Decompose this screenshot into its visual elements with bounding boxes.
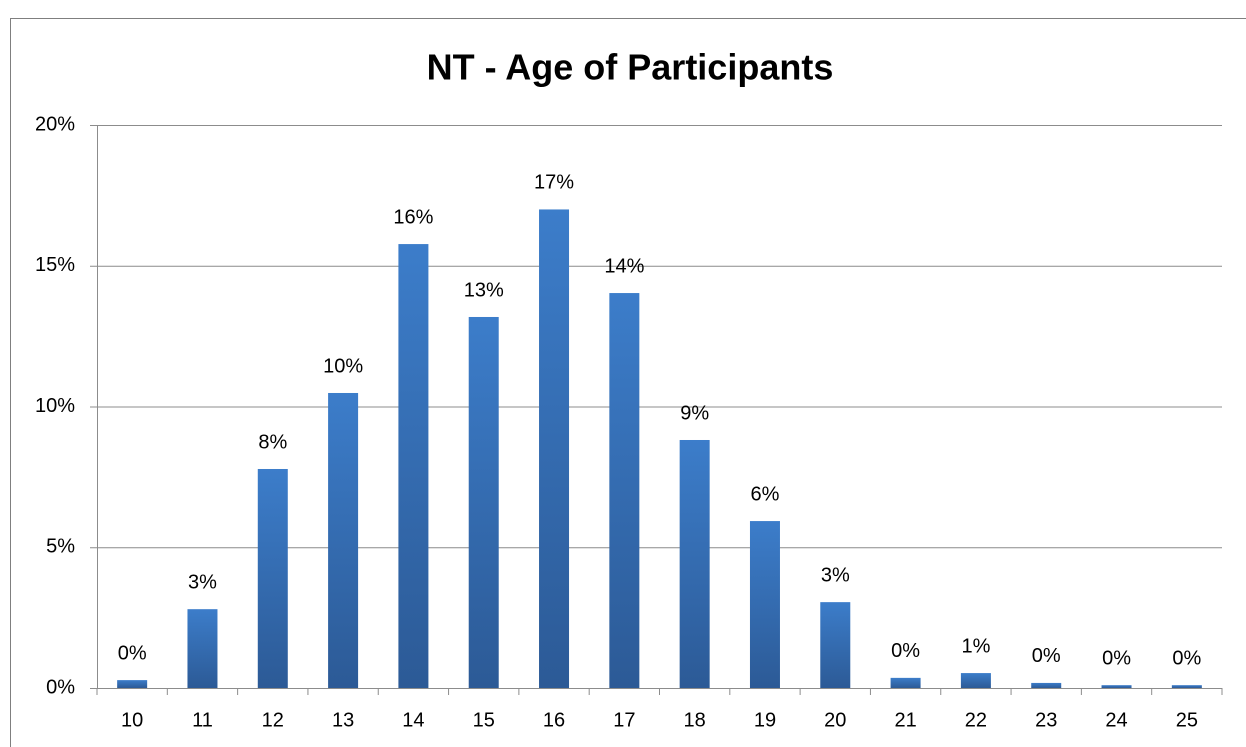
data-label: 6%	[751, 483, 780, 505]
bar	[1031, 682, 1062, 688]
y-tick-label: 0%	[46, 676, 75, 698]
bar	[398, 244, 429, 688]
bar	[890, 677, 921, 688]
data-label: 9%	[680, 402, 709, 424]
x-tick-label: 18	[684, 709, 706, 731]
x-tick-label: 10	[121, 709, 143, 731]
x-tick-label: 24	[1105, 709, 1127, 731]
bar	[960, 673, 991, 688]
data-label: 13%	[464, 279, 504, 301]
chart-title: NT - Age of Participants	[427, 47, 834, 88]
bar	[1101, 685, 1132, 688]
data-label: 17%	[534, 172, 574, 194]
data-label: 8%	[258, 431, 287, 453]
x-tick-label: 14	[402, 709, 424, 731]
data-label: 0%	[1032, 645, 1061, 667]
x-tick-label: 21	[894, 709, 916, 731]
data-label: 0%	[1102, 647, 1131, 669]
x-tick-label: 23	[1035, 709, 1057, 731]
bar	[187, 609, 218, 688]
bar	[749, 521, 780, 688]
x-tick-label: 25	[1176, 709, 1198, 731]
bar	[820, 602, 851, 688]
y-tick-label: 15%	[35, 254, 75, 276]
y-tick-label: 20%	[35, 113, 75, 135]
y-tick-label: 5%	[46, 536, 75, 558]
x-tick-label: 11	[192, 709, 213, 731]
bar	[539, 209, 570, 688]
data-label: 0%	[118, 642, 147, 664]
x-tick-label: 17	[613, 709, 635, 731]
data-label: 10%	[323, 355, 363, 377]
bar	[328, 392, 359, 688]
data-label: 0%	[1172, 647, 1201, 669]
y-tick-label: 10%	[35, 395, 75, 417]
data-label: 14%	[604, 255, 644, 277]
x-tick-label: 15	[473, 709, 495, 731]
data-label: 3%	[821, 564, 850, 586]
bar	[679, 439, 710, 688]
x-tick-label: 22	[965, 709, 987, 731]
x-tick-label: 19	[754, 709, 776, 731]
bar	[468, 316, 499, 688]
x-tick-label: 20	[824, 709, 846, 731]
x-tick-label: 12	[262, 709, 284, 731]
bar	[257, 468, 288, 688]
x-tick-label: 16	[543, 709, 565, 731]
x-tick-label: 13	[332, 709, 354, 731]
bar	[1171, 685, 1202, 688]
data-label: 3%	[188, 571, 217, 593]
bar	[117, 680, 148, 688]
data-label: 16%	[393, 206, 433, 228]
bar	[609, 293, 640, 688]
data-label: 0%	[891, 640, 920, 662]
data-label: 1%	[961, 635, 990, 657]
